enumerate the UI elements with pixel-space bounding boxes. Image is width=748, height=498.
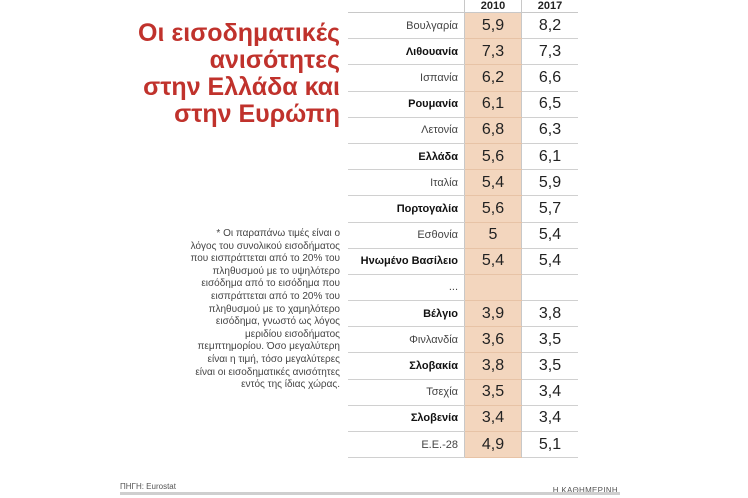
country-label: Ισπανία <box>348 64 465 92</box>
value-2010: 3,9 <box>464 300 522 328</box>
value-2017: 6,1 <box>521 143 578 171</box>
value-2017: 6,3 <box>521 117 578 144</box>
title-line: ανισότητες <box>209 46 340 74</box>
data-table: 2010 2017 Βουλγαρία 5,9 8,2 Λιθουανία 7,3 7,3… <box>348 0 578 459</box>
country-label: Σλοβακία <box>348 352 465 380</box>
value-2010: 6,8 <box>464 117 522 144</box>
value-2017: 3,4 <box>521 405 578 433</box>
value-2017: 6,6 <box>521 64 578 92</box>
bottom-divider <box>120 492 620 495</box>
income-inequality-table: 2010 2017 Βουλγαρία 5,9 8,2 Λιθουανία 7,3 7,3… <box>348 0 578 459</box>
value-2010: 3,4 <box>464 405 522 433</box>
table-row: Σλοβακία 3,8 3,5 <box>348 352 578 380</box>
header-row: 2010 2017 <box>348 0 578 13</box>
country-label: Λετονία <box>348 117 465 144</box>
country-label: Βέλγιο <box>348 300 465 328</box>
country-label: Φινλανδία <box>348 326 465 354</box>
country-label: Ιταλία <box>348 169 465 197</box>
value-2017: 3,5 <box>521 326 578 354</box>
value-2010: 3,5 <box>464 379 522 406</box>
table-body: Βουλγαρία 5,9 8,2 Λιθουανία 7,3 7,3 Ισπανία 6,2… <box>348 12 578 459</box>
value-2010: 6,2 <box>464 64 522 92</box>
value-2010: 5,6 <box>464 143 522 171</box>
country-label: Σλοβενία <box>348 405 465 433</box>
column-header-2017: 2017 <box>521 0 578 13</box>
table-row: Λιθουανία 7,3 7,3 <box>348 38 578 66</box>
table-row: Ελλάδα 5,6 6,1 <box>348 143 578 171</box>
title-line: στην Ευρώπη <box>174 100 340 128</box>
chart-title: Οι εισοδηματικές ανισότητες στην Ελλάδα … <box>120 20 340 128</box>
country-label: Εσθονία <box>348 222 465 249</box>
value-2010: 5,4 <box>464 169 522 197</box>
country-label: Βουλγαρία <box>348 12 465 40</box>
value-2010 <box>464 274 522 302</box>
table-row: Πορτογαλία 5,6 5,7 <box>348 195 578 223</box>
value-2017: 5,1 <box>521 431 578 459</box>
table-row: Ισπανία 6,2 6,6 <box>348 64 578 92</box>
value-2017: 3,5 <box>521 352 578 380</box>
country-label: Ε.Ε.-28 <box>348 431 465 459</box>
value-2017 <box>521 274 578 302</box>
table-row: Ηνωμένο Βασίλειο 5,4 5,4 <box>348 248 578 275</box>
table-row: Ρουμανία 6,1 6,5 <box>348 91 578 118</box>
table-row: ... <box>348 274 578 302</box>
value-2010: 6,1 <box>464 91 522 118</box>
table-row: Λετονία 6,8 6,3 <box>348 117 578 144</box>
table-row: Εσθονία 5 5,4 <box>348 222 578 249</box>
table-row: Ε.Ε.-28 4,9 5,1 <box>348 431 578 459</box>
value-2010: 5,6 <box>464 195 522 223</box>
country-label: Τσεχία <box>348 379 465 406</box>
value-2010: 3,6 <box>464 326 522 354</box>
country-label: Πορτογαλία <box>348 195 465 223</box>
country-label: ... <box>348 274 465 302</box>
country-column-header <box>348 0 465 13</box>
footnote: * Οι παραπάνω τιμές είναι ο λόγος του συ… <box>190 228 340 391</box>
value-2017: 8,2 <box>521 12 578 40</box>
value-2017: 5,4 <box>521 248 578 275</box>
table-row: Βέλγιο 3,9 3,8 <box>348 300 578 328</box>
value-2017: 3,4 <box>521 379 578 406</box>
value-2010: 5,4 <box>464 248 522 275</box>
country-label: Λιθουανία <box>348 38 465 66</box>
country-label: Ρουμανία <box>348 91 465 118</box>
value-2010: 5,9 <box>464 12 522 40</box>
country-label: Ηνωμένο Βασίλειο <box>348 248 465 275</box>
table-row: Σλοβενία 3,4 3,4 <box>348 405 578 433</box>
value-2017: 5,7 <box>521 195 578 223</box>
value-2017: 5,4 <box>521 222 578 249</box>
value-2017: 5,9 <box>521 169 578 197</box>
table-row: Τσεχία 3,5 3,4 <box>348 379 578 406</box>
title-line: στην Ελλάδα και <box>143 73 340 101</box>
table-row: Ιταλία 5,4 5,9 <box>348 169 578 197</box>
value-2017: 3,8 <box>521 300 578 328</box>
country-label: Ελλάδα <box>348 143 465 171</box>
publisher-logo: Η ΚΑΘΗΜΕΡΙΝΗ <box>552 486 618 495</box>
column-header-2010: 2010 <box>464 0 522 13</box>
value-2010: 7,3 <box>464 38 522 66</box>
table-row: Βουλγαρία 5,9 8,2 <box>348 12 578 40</box>
value-2017: 6,5 <box>521 91 578 118</box>
table-row: Φινλανδία 3,6 3,5 <box>348 326 578 354</box>
value-2017: 7,3 <box>521 38 578 66</box>
value-2010: 5 <box>464 222 522 249</box>
title-line: Οι εισοδηματικές <box>138 19 340 47</box>
value-2010: 3,8 <box>464 352 522 380</box>
value-2010: 4,9 <box>464 431 522 459</box>
source-note: ΠΗΓΗ: Eurostat <box>120 482 176 491</box>
